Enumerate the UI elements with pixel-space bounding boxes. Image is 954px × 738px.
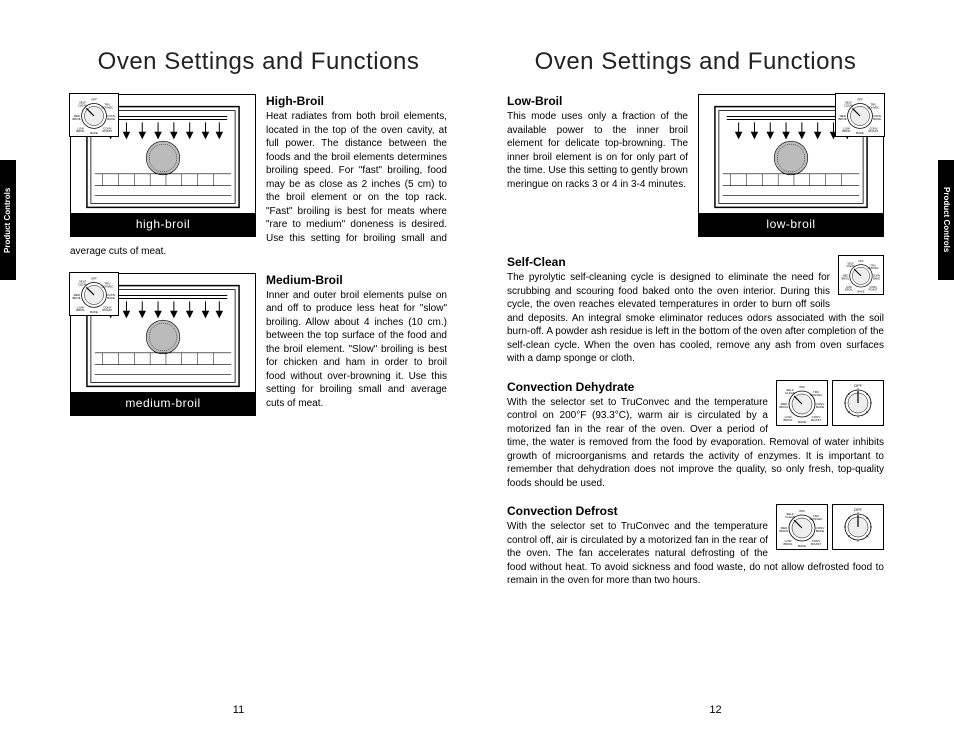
sidetab-left: Product Controls	[0, 160, 16, 280]
heading-self-clean: Self-Clean	[507, 255, 884, 269]
figure-medium-broil: medium-broil	[70, 273, 256, 416]
figure-label: high-broil	[71, 213, 255, 236]
dial-row-self-clean	[838, 255, 884, 295]
figure-label: medium-broil	[71, 392, 255, 415]
section-dehydrate: Convection Dehydrate With the selector s…	[507, 380, 884, 491]
section-medium-broil: medium-broil Medium-Broil Inner and oute…	[70, 273, 447, 420]
knob-high-broil	[69, 93, 119, 137]
dial-row-defrost	[776, 504, 884, 550]
knob-selector	[776, 380, 828, 426]
section-defrost: Convection Defrost With the selector set…	[507, 504, 884, 588]
knob-temperature	[832, 504, 884, 550]
knob-low-broil	[835, 93, 885, 137]
section-high-broil: high-broil High-Broil Heat radiates from…	[70, 94, 447, 259]
section-self-clean: Self-Clean The pyrolytic self-cleaning c…	[507, 255, 884, 366]
knob-medium-broil	[69, 272, 119, 316]
text-self-clean: The pyrolytic self-cleaning cycle is des…	[507, 271, 884, 366]
figure-low-broil: low-broil	[698, 94, 884, 237]
knob-selector	[776, 504, 828, 550]
page-title-left: Oven Settings and Functions	[70, 48, 447, 76]
page-right: Product Controls Oven Settings and Funct…	[477, 0, 954, 738]
dial-row-dehydrate	[776, 380, 884, 426]
page-left: Product Controls Oven Settings and Funct…	[0, 0, 477, 738]
figure-label: low-broil	[699, 213, 883, 236]
page-title-right: Oven Settings and Functions	[507, 48, 884, 76]
section-low-broil: low-broil Low-Broil This mode uses only …	[507, 94, 884, 241]
knob-temperature	[832, 380, 884, 426]
figure-high-broil: high-broil	[70, 94, 256, 237]
page-number-right: 12	[709, 704, 721, 716]
sidetab-right: Product Controls	[938, 160, 954, 280]
page-number-left: 11	[233, 704, 244, 716]
knob-self-clean	[838, 255, 884, 295]
